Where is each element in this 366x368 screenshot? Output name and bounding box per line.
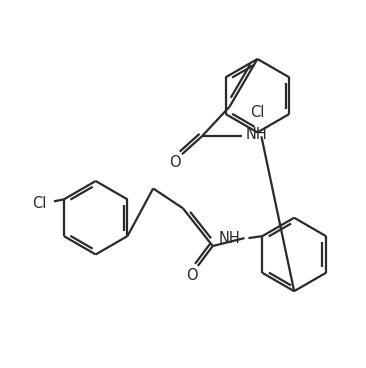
Text: Cl: Cl bbox=[31, 196, 46, 211]
Text: NH: NH bbox=[219, 231, 240, 245]
Text: Cl: Cl bbox=[250, 106, 265, 120]
Text: NH: NH bbox=[246, 127, 267, 142]
Text: O: O bbox=[186, 268, 198, 283]
Text: O: O bbox=[169, 155, 181, 170]
